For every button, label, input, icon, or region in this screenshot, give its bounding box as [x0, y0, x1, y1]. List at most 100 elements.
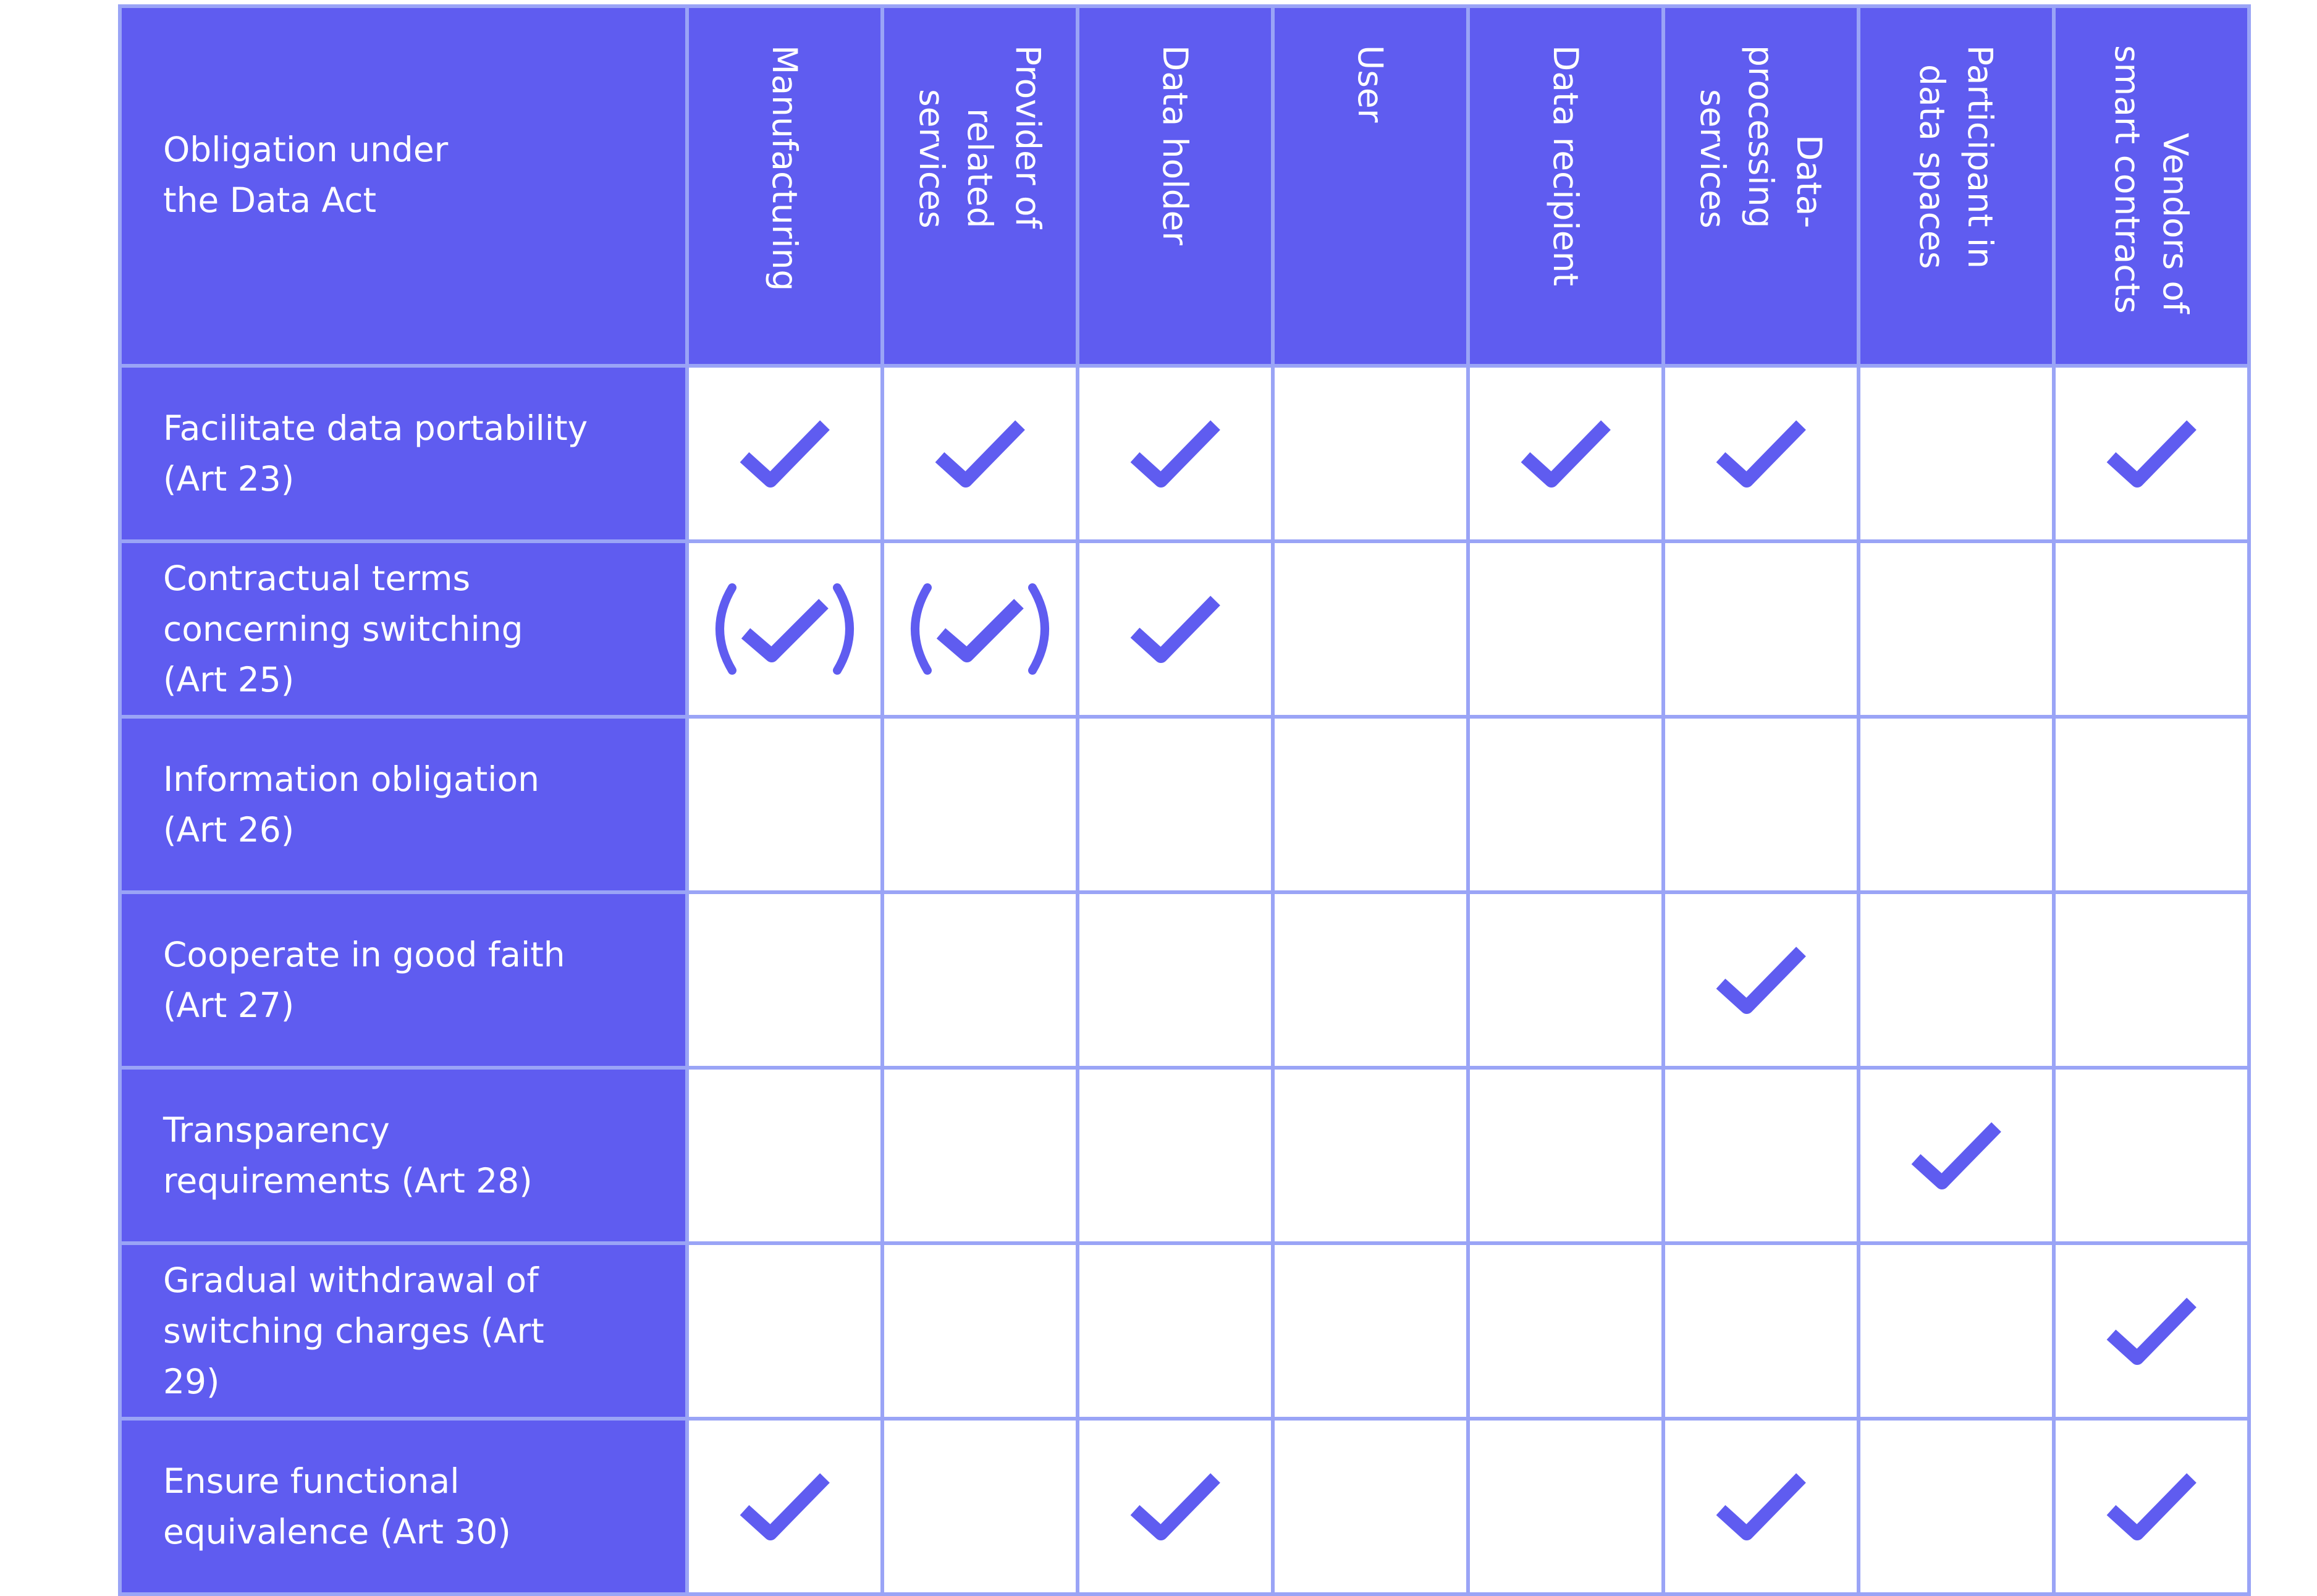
matrix-cell [1076, 539, 1275, 719]
matrix-cell [1271, 715, 1470, 894]
matrix-cell [2052, 539, 2251, 719]
header-row: Obligation under the Data Act Manufactur… [118, 4, 2251, 368]
column-label: Data- processing services [1693, 45, 1829, 229]
row-label: Contractual terms concerning switching (… [163, 559, 523, 699]
column-label: Provider of related services [912, 45, 1048, 229]
table-row: Cooperate in good faith (Art 27) [118, 890, 2251, 1070]
matrix-cell [685, 1417, 884, 1596]
column-header-data-holder: Data holder [1076, 4, 1275, 368]
matrix-cell [1466, 1066, 1665, 1245]
matrix-cell [1661, 890, 1860, 1070]
matrix-cell [2052, 715, 2251, 894]
matrix-cell [1857, 539, 2056, 719]
matrix-cell [1466, 364, 1665, 543]
checkmark-icon [689, 416, 880, 491]
column-label: Participant in data spaces [1912, 45, 2000, 269]
matrix-cell [1076, 1241, 1275, 1421]
row-header: Ensure functional equivalence (Art 30) [118, 1417, 689, 1596]
matrix-cell [1857, 1417, 2056, 1596]
column-label: User [1351, 45, 1390, 123]
matrix-cell [1857, 890, 2056, 1070]
matrix-cell [1271, 1241, 1470, 1421]
table-row: Facilitate data portability (Art 23) [118, 364, 2251, 543]
matrix-cell [880, 1066, 1079, 1245]
checkmark-icon [1665, 416, 1857, 491]
matrix-cell [880, 364, 1079, 543]
matrix-cell [685, 539, 884, 719]
matrix-cell [1661, 1066, 1860, 1245]
matrix-cell [1857, 1241, 2056, 1421]
matrix-cell [1661, 1241, 1860, 1421]
matrix-cell [2052, 1241, 2251, 1421]
matrix-cell [1466, 1241, 1665, 1421]
checkmark-icon [1860, 1118, 2052, 1193]
table-row: Information obligation (Art 26) [118, 715, 2251, 894]
checkmark-icon [1665, 943, 1857, 1017]
matrix-cell [1466, 715, 1665, 894]
row-header: Cooperate in good faith (Art 27) [118, 890, 689, 1070]
matrix-cell [1271, 1417, 1470, 1596]
checkmark-icon [1079, 416, 1271, 491]
matrix-cell [2052, 890, 2251, 1070]
matrix-cell [1661, 364, 1860, 543]
row-label: Ensure functional equivalence (Art 30) [163, 1461, 511, 1552]
matrix-cell [1076, 1417, 1275, 1596]
matrix-cell [685, 890, 884, 1070]
matrix-cell [1076, 890, 1275, 1070]
matrix-body: Facilitate data portability (Art 23) Con… [118, 364, 2251, 1596]
obligations-matrix: Obligation under the Data Act Manufactur… [118, 4, 2251, 1596]
column-header-vendors-smart-contracts: Vendors of smart contracts [2052, 4, 2251, 368]
matrix-cell [1857, 364, 2056, 543]
corner-header: Obligation under the Data Act [118, 4, 689, 368]
matrix-cell [2052, 364, 2251, 543]
matrix-cell [1661, 715, 1860, 894]
matrix-cell [1661, 1417, 1860, 1596]
table-row: Gradual withdrawal of switching charges … [118, 1241, 2251, 1421]
matrix-cell [1857, 715, 2056, 894]
column-header-user: User [1271, 4, 1470, 368]
checkmark-icon [1470, 416, 1661, 491]
checkmark-icon [1079, 1469, 1271, 1543]
matrix-cell [880, 1417, 1079, 1596]
row-label: Transparency requirements (Art 28) [163, 1110, 533, 1201]
parenthesized-checkmark-icon [689, 583, 880, 675]
matrix-cell [880, 715, 1079, 894]
matrix-cell [2052, 1066, 2251, 1245]
matrix-cell [880, 890, 1079, 1070]
matrix-cell [1466, 539, 1665, 719]
row-label: Facilitate data portability (Art 23) [163, 408, 588, 499]
checkmark-icon [884, 416, 1076, 491]
table-row: Ensure functional equivalence (Art 30) [118, 1417, 2251, 1596]
column-label: Vendors of smart contracts [2108, 45, 2195, 314]
column-header-data-processing-services: Data- processing services [1661, 4, 1860, 368]
matrix-cell [1076, 715, 1275, 894]
matrix-cell [1661, 539, 1860, 719]
column-header-participant-data-spaces: Participant in data spaces [1857, 4, 2056, 368]
matrix-cell [685, 1241, 884, 1421]
column-header-manufacturing: Manufacturing [685, 4, 884, 368]
column-label: Data holder [1155, 45, 1195, 245]
matrix-cell [2052, 1417, 2251, 1596]
corner-label: Obligation under the Data Act [163, 130, 449, 220]
row-label: Information obligation (Art 26) [163, 759, 539, 850]
row-label: Gradual withdrawal of switching charges … [163, 1260, 544, 1401]
checkmark-icon [2056, 416, 2247, 491]
row-header: Gradual withdrawal of switching charges … [118, 1241, 689, 1421]
row-header: Information obligation (Art 26) [118, 715, 689, 894]
matrix-cell [1076, 364, 1275, 543]
checkmark-icon [2056, 1469, 2247, 1543]
matrix-cell [1271, 539, 1470, 719]
row-label: Cooperate in good faith (Art 27) [163, 935, 565, 1025]
column-header-data-recipient: Data recipient [1466, 4, 1665, 368]
row-header: Facilitate data portability (Art 23) [118, 364, 689, 543]
checkmark-icon [2056, 1294, 2247, 1368]
column-label: Manufacturing [765, 45, 804, 292]
checkmark-icon [1079, 592, 1271, 666]
matrix-cell [1271, 1066, 1470, 1245]
table-row: Contractual terms concerning switching (… [118, 539, 2251, 719]
matrix-cell [685, 1066, 884, 1245]
checkmark-icon [689, 1469, 880, 1543]
matrix-cell [1857, 1066, 2056, 1245]
checkmark-icon [1665, 1469, 1857, 1543]
column-header-provider-related-services: Provider of related services [880, 4, 1079, 368]
